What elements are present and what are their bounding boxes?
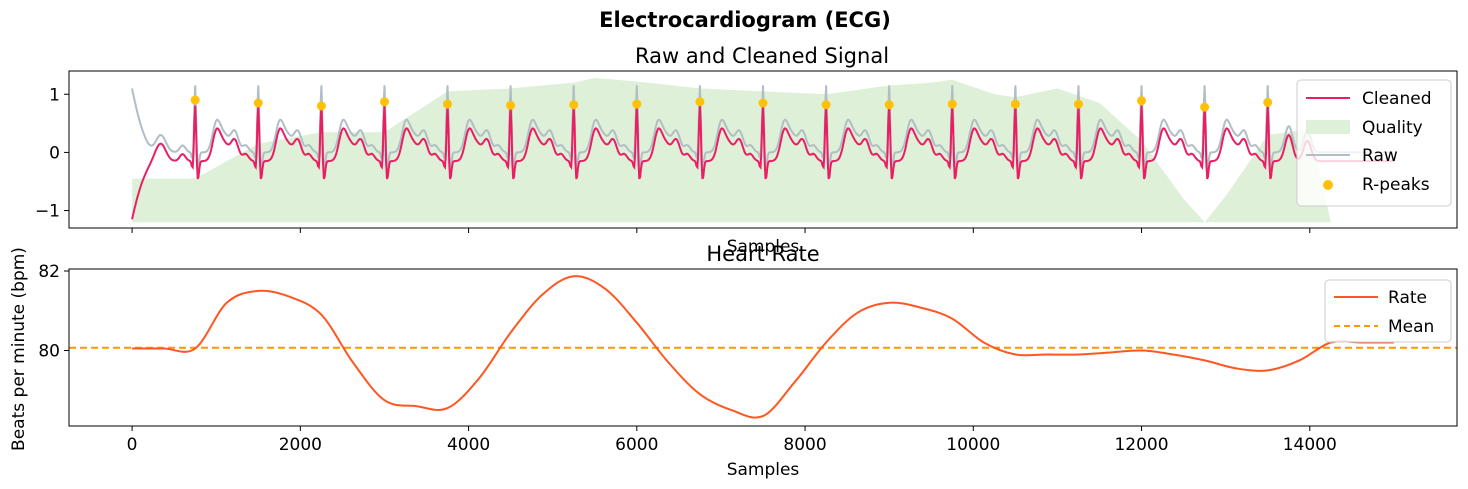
r-peak-marker (1200, 102, 1210, 112)
r-peak-marker (884, 100, 894, 110)
legend-cleaned-label: Cleaned (1362, 89, 1432, 109)
r-peak-marker (190, 95, 200, 105)
panel2-y-axis: 80 82 (38, 262, 69, 361)
panel1-frame (68, 70, 1458, 229)
figure-suptitle: Electrocardiogram (ECG) (599, 8, 891, 32)
panel-raw-cleaned: Raw and Cleaned Signal −1 0 1 Samples Clea… (35, 44, 1458, 257)
legend-quality-label: Quality (1362, 118, 1423, 138)
r-peak-marker (569, 100, 579, 110)
legend-raw-label: Raw (1362, 146, 1398, 166)
panel1-x-axis (131, 228, 1311, 233)
panel2-xtick-label: 6000 (615, 435, 658, 455)
panel1-xlabel: Samples (727, 237, 800, 257)
panel2-xlabel: Samples (727, 460, 800, 480)
r-peak-marker (1074, 99, 1083, 109)
panel2-ytick-label: 80 (38, 341, 60, 361)
panel2-legend: Rate Mean (1324, 279, 1452, 343)
r-peak-marker (380, 97, 389, 107)
r-peak-marker (1010, 99, 1020, 109)
panel2-xtick-label: 2000 (279, 435, 322, 455)
r-peak-marker (316, 101, 326, 111)
panel1-ytick-label: 1 (49, 85, 60, 105)
legend-rpeaks-label: R-peaks (1362, 175, 1430, 195)
legend-rate-label: Rate (1388, 288, 1427, 308)
panel1-ytick-label: −1 (35, 202, 60, 222)
r-peak-marker (758, 98, 768, 108)
panel1-y-axis: −1 0 1 (35, 85, 69, 222)
panel2-title: Heart Rate (706, 242, 819, 266)
panel2-xtick-label: 12000 (1114, 435, 1168, 455)
panel1-legend-box (1296, 79, 1452, 207)
r-peak-marker (947, 99, 957, 109)
legend-mean-label: Mean (1388, 317, 1434, 337)
panel2-xtick-label: 10000 (946, 435, 1000, 455)
panel1-title: Raw and Cleaned Signal (635, 44, 889, 68)
legend-rpeaks-swatch (1323, 180, 1333, 190)
panel2-ytick-label: 82 (38, 262, 60, 282)
panel2-xtick-label: 14000 (1283, 435, 1337, 455)
r-peak-marker (632, 99, 642, 109)
r-peak-marker (506, 100, 516, 110)
panel1-ytick-label: 0 (49, 143, 60, 163)
r-peak-marker (821, 100, 831, 110)
r-peak-marker (1137, 96, 1146, 106)
r-peak-marker (443, 99, 452, 109)
raw-signal-line (131, 85, 1394, 174)
heart-rate-line (132, 275, 1394, 419)
r-peak-marker (1263, 97, 1273, 107)
panel2-frame (68, 268, 1458, 427)
panel2-plot-area (69, 275, 1457, 419)
panel-heart-rate: Heart Rate 80 82 0 2000 4000 6000 8000 10000 12… (9, 242, 1458, 480)
panel2-x-axis: 0 2000 4000 6000 8000 10000 12000 14000 (127, 426, 1337, 455)
panel2-xtick-label: 0 (127, 435, 138, 455)
panel1-plot-area (131, 78, 1394, 223)
panel2-xtick-label: 8000 (783, 435, 826, 455)
panel1-legend: Cleaned Quality Raw R-peaks (1296, 79, 1452, 207)
r-peak-marker (253, 98, 263, 108)
legend-quality-swatch (1306, 120, 1350, 134)
quality-area (132, 78, 1331, 223)
panel2-ylabel: Beats per minute (bpm) (9, 247, 29, 451)
r-peak-marker (695, 97, 705, 107)
panel2-xtick-label: 4000 (447, 435, 490, 455)
